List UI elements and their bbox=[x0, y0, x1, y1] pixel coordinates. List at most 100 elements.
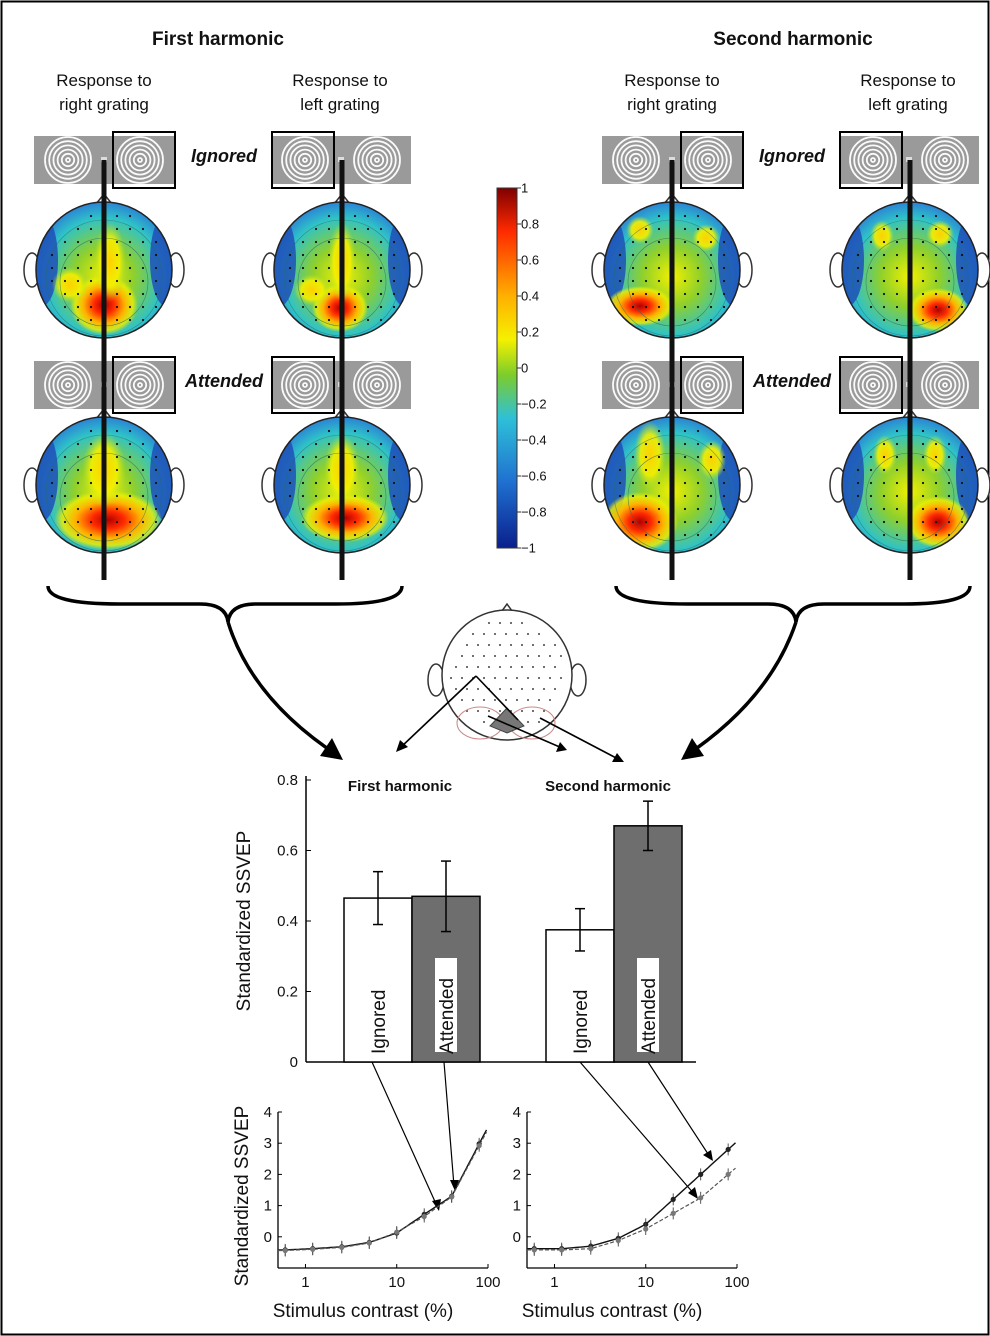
electrode bbox=[510, 622, 512, 624]
electrode bbox=[89, 520, 93, 524]
electrode bbox=[722, 292, 726, 296]
arrow-head bbox=[612, 753, 624, 762]
scalp-activation bbox=[294, 274, 330, 306]
electrode bbox=[516, 633, 518, 635]
electrode bbox=[128, 305, 132, 309]
grating-ring bbox=[628, 377, 644, 393]
electrode bbox=[934, 468, 938, 472]
grating-ring bbox=[353, 136, 401, 184]
electrode bbox=[618, 494, 622, 498]
electrode bbox=[543, 710, 545, 712]
electrode bbox=[379, 305, 383, 309]
electrode bbox=[128, 266, 132, 270]
data-point bbox=[531, 1247, 537, 1253]
electrode bbox=[327, 520, 331, 524]
data-point bbox=[282, 1247, 288, 1254]
y-axis-label: Standardized SSVEP bbox=[234, 831, 255, 1012]
electrode bbox=[683, 253, 687, 257]
electrode bbox=[141, 266, 145, 270]
electrode bbox=[314, 533, 318, 537]
selected-grating-box bbox=[112, 356, 176, 414]
electrode bbox=[960, 481, 964, 485]
electrode bbox=[353, 279, 357, 283]
electrode bbox=[89, 442, 93, 446]
grating-ring bbox=[857, 144, 889, 176]
electrode bbox=[327, 253, 331, 257]
second-harmonic-arrow bbox=[683, 621, 798, 759]
electrode bbox=[366, 240, 370, 244]
colorbar-gradient bbox=[496, 187, 518, 549]
electrode bbox=[89, 481, 93, 485]
colorbar-tick-label: 0 bbox=[521, 361, 528, 376]
grating-ring bbox=[281, 361, 329, 409]
grating-ring bbox=[44, 361, 92, 409]
grating-ring bbox=[849, 361, 897, 409]
electrode bbox=[314, 266, 318, 270]
electrode bbox=[856, 279, 860, 283]
grating-ring bbox=[633, 157, 639, 163]
y-tick-label: 3 bbox=[513, 1135, 521, 1152]
grating-ring bbox=[696, 373, 720, 397]
electrode bbox=[141, 533, 145, 537]
electrode bbox=[314, 292, 318, 296]
electrode bbox=[549, 655, 551, 657]
electrode bbox=[314, 468, 318, 472]
electrode bbox=[934, 279, 938, 283]
electrode bbox=[115, 429, 119, 433]
electrode bbox=[505, 655, 507, 657]
grating-ring bbox=[925, 140, 965, 180]
electrode bbox=[455, 688, 457, 690]
electrode bbox=[722, 507, 726, 511]
bar-label: Ignored bbox=[571, 990, 592, 1054]
selected-grating-box bbox=[112, 131, 176, 189]
response-label: left grating bbox=[868, 95, 947, 114]
electrode bbox=[856, 481, 860, 485]
electrode bbox=[76, 292, 80, 296]
electrode bbox=[869, 481, 873, 485]
electrode bbox=[89, 468, 93, 472]
electrode bbox=[366, 279, 370, 283]
electrode bbox=[392, 240, 396, 244]
electrode bbox=[89, 240, 93, 244]
electrode bbox=[644, 266, 648, 270]
electrode bbox=[657, 240, 661, 244]
electrode bbox=[947, 305, 951, 309]
electrode bbox=[960, 253, 964, 257]
electrode bbox=[141, 468, 145, 472]
electrode bbox=[327, 240, 331, 244]
grating-ring bbox=[302, 382, 308, 388]
grating-ring bbox=[137, 157, 143, 163]
electrode bbox=[115, 442, 119, 446]
electrode bbox=[538, 677, 540, 679]
electrode bbox=[76, 240, 80, 244]
grating-ring bbox=[285, 140, 325, 180]
x-tick-label: 1 bbox=[550, 1274, 558, 1291]
left-brace bbox=[46, 585, 404, 623]
electrode bbox=[128, 468, 132, 472]
electrode bbox=[921, 253, 925, 257]
electrode bbox=[644, 279, 648, 283]
electrode bbox=[527, 655, 529, 657]
roi-pointer bbox=[475, 675, 519, 721]
y-tick-label: 0.8 bbox=[277, 772, 298, 789]
grating-ring bbox=[933, 148, 957, 172]
electrode bbox=[554, 644, 556, 646]
scalp-activation bbox=[604, 492, 678, 552]
contrast-plot-second: 0 1 2 3 4 1 10 100 Stimulus contrast (%) bbox=[513, 1104, 750, 1322]
electrode bbox=[527, 721, 529, 723]
electrode bbox=[366, 442, 370, 446]
electrode bbox=[722, 481, 726, 485]
electrode bbox=[657, 507, 661, 511]
electrode bbox=[521, 622, 523, 624]
electrode bbox=[366, 481, 370, 485]
electrode bbox=[709, 266, 713, 270]
electrode bbox=[644, 455, 648, 459]
electrode bbox=[696, 240, 700, 244]
electrode bbox=[76, 494, 80, 498]
electrode bbox=[483, 699, 485, 701]
electrode bbox=[631, 279, 635, 283]
electrode bbox=[483, 655, 485, 657]
scalp-activation bbox=[626, 216, 654, 244]
response-labels: Response to right grating Response to le… bbox=[56, 71, 955, 114]
response-label: left grating bbox=[300, 95, 379, 114]
